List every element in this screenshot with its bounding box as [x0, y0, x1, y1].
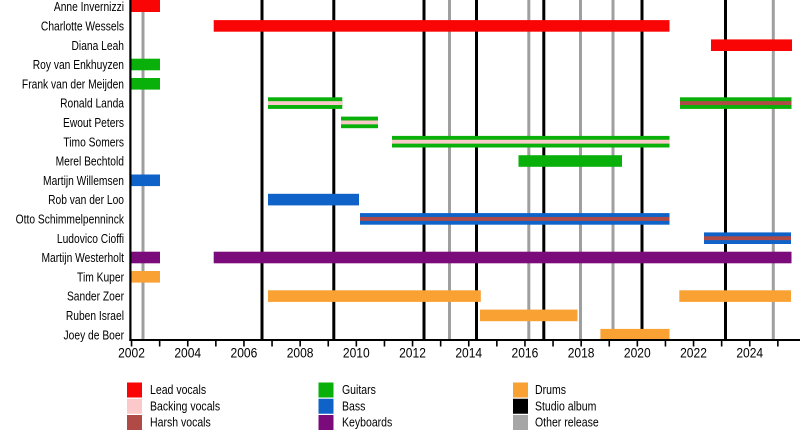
svg-text:2020: 2020 [624, 345, 651, 361]
svg-text:2014: 2014 [455, 345, 482, 361]
svg-text:Lead vocals: Lead vocals [150, 382, 206, 397]
svg-text:2016: 2016 [512, 345, 539, 361]
svg-text:2018: 2018 [568, 345, 595, 361]
svg-text:Ruben Israel: Ruben Israel [66, 309, 124, 323]
svg-text:Joey de Boer: Joey de Boer [64, 328, 125, 342]
svg-text:2012: 2012 [399, 345, 426, 361]
svg-text:Tim Kuper: Tim Kuper [77, 270, 124, 284]
svg-text:Anne Invernizzi: Anne Invernizzi [54, 0, 124, 14]
svg-text:Backing vocals: Backing vocals [150, 398, 220, 413]
svg-text:2022: 2022 [680, 345, 707, 361]
svg-text:Bass: Bass [342, 398, 365, 413]
svg-text:Guitars: Guitars [342, 382, 376, 397]
svg-text:Drums: Drums [535, 382, 566, 397]
svg-text:2008: 2008 [287, 345, 314, 361]
svg-text:Otto Schimmelpenninck: Otto Schimmelpenninck [16, 212, 124, 226]
svg-text:2006: 2006 [231, 345, 258, 361]
svg-text:Roy van Enkhuyzen: Roy van Enkhuyzen [33, 58, 124, 72]
svg-text:Studio album: Studio album [535, 398, 597, 413]
svg-text:2002: 2002 [118, 345, 145, 361]
svg-text:Ludovico Cioffi: Ludovico Cioffi [57, 232, 124, 246]
svg-text:Keyboards: Keyboards [342, 415, 392, 430]
svg-text:2010: 2010 [343, 345, 370, 361]
svg-text:Other release: Other release [535, 415, 599, 430]
svg-text:Harsh vocals: Harsh vocals [150, 415, 211, 430]
svg-text:Sander Zoer: Sander Zoer [67, 290, 124, 304]
svg-text:Martijn Willemsen: Martijn Willemsen [43, 174, 124, 188]
svg-text:2004: 2004 [174, 345, 201, 361]
svg-text:Rob van der Loo: Rob van der Loo [48, 193, 124, 207]
svg-text:Charlotte Wessels: Charlotte Wessels [41, 19, 124, 33]
svg-text:Martijn Westerholt: Martijn Westerholt [42, 251, 125, 265]
svg-text:Ewout Peters: Ewout Peters [63, 116, 124, 130]
svg-text:Timo Somers: Timo Somers [63, 135, 124, 149]
svg-text:2024: 2024 [736, 345, 763, 361]
svg-text:Frank van der Meijden: Frank van der Meijden [22, 77, 124, 91]
svg-text:Ronald Landa: Ronald Landa [60, 97, 124, 111]
svg-text:Merel Bechtold: Merel Bechtold [56, 155, 124, 169]
svg-text:Diana Leah: Diana Leah [72, 39, 124, 53]
